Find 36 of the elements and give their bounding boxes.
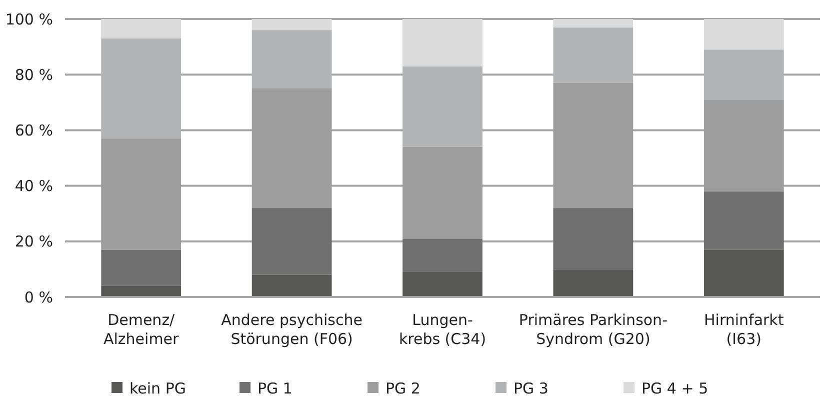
bar — [704, 250, 784, 297]
bar — [402, 272, 482, 297]
bar — [101, 19, 182, 38]
y-tick-label: 40 % — [14, 177, 53, 196]
bar — [553, 19, 634, 28]
bar — [101, 286, 182, 297]
legend-label: PG 4 + 5 — [642, 379, 708, 398]
bar — [553, 208, 634, 270]
y-tick-label: 20 % — [14, 232, 53, 251]
bar — [101, 38, 182, 139]
bar — [704, 191, 784, 250]
y-tick-label: 100 % — [5, 10, 53, 28]
legend-label: PG 1 — [258, 379, 292, 398]
bar — [704, 19, 784, 50]
bar — [402, 66, 482, 147]
x-tick-label: Lungen- krebs (C34) — [398, 311, 486, 348]
y-tick-label: 80 % — [14, 66, 53, 84]
bar — [101, 250, 182, 286]
legend-label: PG 3 — [514, 379, 548, 398]
bar — [252, 208, 332, 275]
bar — [252, 19, 332, 30]
x-tick-label: Demenz/ Alzheimer — [103, 311, 180, 348]
bar — [704, 50, 784, 100]
y-tick-label: 60 % — [14, 121, 53, 140]
x-tick-label: Hirninfarkt (I63) — [704, 311, 784, 348]
legend-label: PG 2 — [386, 379, 420, 398]
x-tick-label: Andere psychische Störungen (F06) — [221, 311, 362, 348]
bar — [402, 238, 482, 272]
bar — [252, 274, 332, 297]
bar — [252, 30, 332, 88]
bar — [553, 269, 634, 297]
bar — [553, 27, 634, 83]
x-tick-label: Primäres Parkinson- Syndrom (G20) — [518, 311, 668, 348]
bar — [402, 19, 482, 66]
y-tick-label: 0 % — [24, 288, 53, 306]
legend-label: kein PG — [130, 379, 186, 398]
